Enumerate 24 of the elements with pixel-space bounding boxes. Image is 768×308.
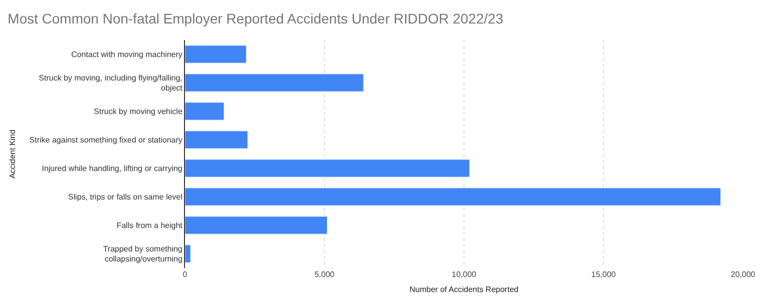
x-tick-label: 10,000 xyxy=(452,270,477,279)
bar xyxy=(185,45,247,64)
x-tick-label: 20,000 xyxy=(730,270,756,279)
x-tick-label: 5,000 xyxy=(314,270,336,279)
y-tick-label: Struck by moving vehicle xyxy=(94,107,183,116)
y-tick-label: Struck by moving, including flying/falling, object xyxy=(38,73,184,93)
bar xyxy=(185,102,224,120)
bar xyxy=(185,216,328,234)
chart-title: Most Common Non-fatal Employer Reported Accidents Under RIDDOR 2022/23 xyxy=(8,10,504,27)
bar xyxy=(185,188,721,206)
x-tick-label: 0 xyxy=(182,270,188,279)
y-tick-label: Injured while handling, lifting or carrying xyxy=(42,164,182,174)
y-tick-label: Strike against something fixed or stationary xyxy=(29,136,182,145)
y-tick-label: Contact with moving machinery xyxy=(71,50,182,60)
x-tick-label: 15,000 xyxy=(591,270,616,279)
y-tick-label: Trapped by something collapsing/overturning xyxy=(103,244,182,264)
bar xyxy=(185,130,248,149)
bar xyxy=(185,74,364,92)
y-axis-title: Accident Kind xyxy=(8,130,18,178)
x-axis-title: Number of Accidents Reported xyxy=(410,285,518,294)
y-tick-label: Slips, trips or falls on same level xyxy=(68,192,183,202)
y-tick-label: Falls from a height xyxy=(116,221,184,230)
bar xyxy=(185,159,470,178)
bar xyxy=(185,244,191,263)
